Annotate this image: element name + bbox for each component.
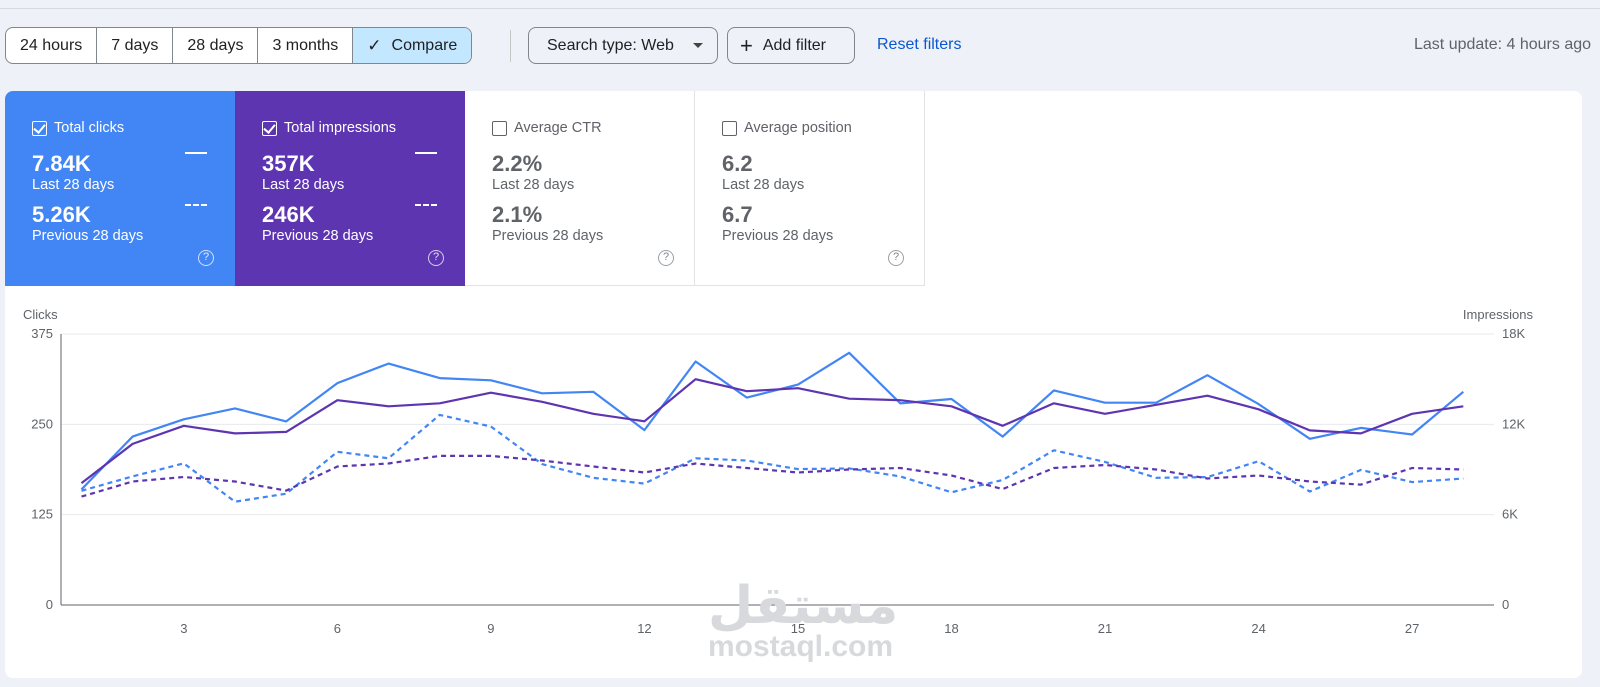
- x-tick: 21: [1098, 621, 1112, 636]
- performance-chart: Clicks Impressions 0 0 125 6K 250 12K 375 18K 3 6 9 1…: [5, 301, 1582, 678]
- metric-previous-label: Previous 28 days: [722, 228, 834, 244]
- x-tick: 27: [1405, 621, 1419, 636]
- checkbox-checked-icon[interactable]: [32, 120, 47, 136]
- reset-filters-link[interactable]: Reset filters: [877, 36, 962, 53]
- last-update-text: Last update: 4 hours ago: [1414, 36, 1592, 53]
- checkbox-checked-icon[interactable]: [262, 120, 277, 136]
- chart-svg: Clicks Impressions 0 0 125 6K 250 12K 375 18K 3 6 9 1…: [23, 307, 1534, 636]
- compare-button[interactable]: ✓ Compare: [353, 28, 472, 63]
- metric-previous-label: Previous 28 days: [492, 228, 604, 244]
- performance-card: Total clicks 7.84K Last 28 days 5.26K Pr…: [5, 91, 1582, 678]
- metric-total-impressions[interactable]: Total impressions 357K Last 28 days 246K…: [235, 91, 465, 286]
- solid-line-icon: [415, 152, 437, 154]
- series-line-0: [80, 351, 1465, 491]
- help-icon[interactable]: ?: [888, 250, 904, 266]
- range-24-hours-button[interactable]: 24 hours: [6, 28, 98, 63]
- series-line-3: [81, 454, 1464, 498]
- add-filter-label: Add filter: [762, 36, 826, 54]
- range-3-months-button[interactable]: 3 months: [258, 28, 354, 63]
- x-tick: 24: [1251, 621, 1265, 636]
- checkbox-unchecked-icon[interactable]: [492, 120, 507, 136]
- x-tick: 12: [637, 621, 651, 636]
- dashed-line-icon: [185, 204, 207, 206]
- y-tick-left: 375: [31, 326, 53, 341]
- y-tick-right: 6K: [1502, 507, 1518, 522]
- metric-current-label: Last 28 days: [32, 177, 115, 193]
- metric-current-value: 2.2%: [492, 151, 543, 176]
- help-icon[interactable]: ?: [658, 250, 674, 266]
- metric-current-value: 7.84K: [32, 151, 91, 176]
- y-tick-left: 250: [31, 416, 53, 431]
- series-line-2: [81, 413, 1464, 503]
- toolbar-separator: [510, 30, 511, 62]
- range-7-days-button[interactable]: 7 days: [97, 28, 174, 63]
- metric-previous-value: 6.7: [722, 202, 753, 227]
- metric-previous-value: 246K: [262, 202, 315, 227]
- y-tick-right: 0: [1502, 597, 1509, 612]
- y-tick-right: 12K: [1502, 416, 1525, 431]
- metric-total-clicks[interactable]: Total clicks 7.84K Last 28 days 5.26K Pr…: [5, 91, 235, 286]
- metric-current-value: 357K: [262, 151, 315, 176]
- metric-current-label: Last 28 days: [262, 177, 345, 193]
- help-icon[interactable]: ?: [428, 250, 444, 266]
- metric-title: Total impressions: [284, 120, 397, 136]
- dropdown-arrow-icon: [693, 43, 703, 48]
- metric-title: Total clicks: [54, 120, 125, 136]
- x-tick: 18: [944, 621, 958, 636]
- metric-previous-label: Previous 28 days: [32, 228, 144, 244]
- watermark-logo: مستقل mostaql.com: [708, 576, 899, 663]
- add-filter-button[interactable]: + Add filter: [727, 27, 855, 64]
- y-tick-right: 18K: [1502, 326, 1525, 341]
- y-axis-right-title: Impressions: [1463, 307, 1534, 322]
- metric-current-value: 6.2: [722, 151, 753, 176]
- compare-label: Compare: [391, 36, 458, 54]
- search-type-label: Search type: Web: [547, 36, 674, 54]
- metric-current-label: Last 28 days: [722, 177, 805, 193]
- metric-average-position[interactable]: Average position 6.2 Last 28 days 6.7 Pr…: [695, 91, 925, 286]
- dashed-line-icon: [415, 204, 437, 206]
- series-line-1: [80, 378, 1464, 484]
- y-tick-left: 0: [46, 597, 53, 612]
- metric-previous-value: 2.1%: [492, 202, 543, 227]
- checkbox-unchecked-icon[interactable]: [722, 120, 737, 136]
- checkmark-icon: ✓: [367, 35, 382, 55]
- x-tick: 15: [791, 621, 805, 636]
- metric-title: Average position: [744, 120, 852, 136]
- metric-average-ctr[interactable]: Average CTR 2.2% Last 28 days 2.1% Previ…: [465, 91, 695, 286]
- y-tick-left: 125: [31, 507, 53, 522]
- metric-title: Average CTR: [514, 120, 602, 136]
- solid-line-icon: [185, 152, 207, 154]
- range-28-days-button[interactable]: 28 days: [173, 28, 259, 63]
- metric-current-label: Last 28 days: [492, 177, 575, 193]
- plus-icon: +: [740, 32, 753, 58]
- date-range-selector: 24 hours 7 days 28 days 3 months ✓ Compa…: [5, 27, 473, 64]
- top-divider: [0, 8, 1600, 9]
- metric-previous-value: 5.26K: [32, 202, 91, 227]
- x-tick: 9: [487, 621, 494, 636]
- x-tick: 3: [180, 621, 187, 636]
- x-tick: 6: [334, 621, 341, 636]
- metric-previous-label: Previous 28 days: [262, 228, 374, 244]
- y-axis-left-title: Clicks: [23, 307, 58, 322]
- search-type-dropdown[interactable]: Search type: Web: [528, 27, 718, 64]
- help-icon[interactable]: ?: [198, 250, 214, 266]
